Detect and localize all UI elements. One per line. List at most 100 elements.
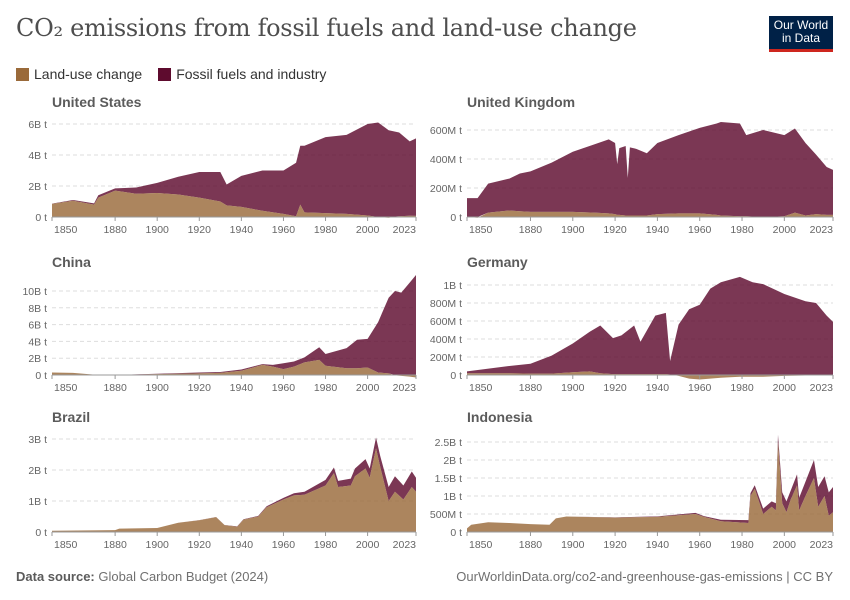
y-tick-label: 200M t	[430, 183, 462, 195]
panel-title: Brazil	[52, 409, 90, 425]
x-tick-label: 1960	[688, 224, 712, 236]
area-land-use-change[interactable]	[52, 359, 416, 378]
y-tick-label: 0 t	[450, 527, 462, 539]
x-tick-label: 1940	[230, 382, 254, 394]
panel-svg: United States 0 t 2B t 4B t 6B t 1850 1880 1900…	[28, 94, 417, 236]
x-tick-label: 1940	[230, 224, 254, 236]
x-tick-label: 1850	[469, 539, 493, 551]
x-tick-label: 1900	[146, 224, 170, 236]
y-tick-label: 600M t	[430, 316, 462, 328]
panel-svg: Brazil 0 t 1B t 2B t 3B t 1850 1880 1900 1920 194…	[28, 409, 417, 551]
x-tick-label: 1980	[314, 382, 338, 394]
data-source: Data source: Global Carbon Budget (2024)	[16, 569, 268, 584]
x-tick-label: 1960	[272, 382, 296, 394]
area-fossil-fuels[interactable]	[467, 122, 833, 217]
x-tick-label: 1880	[519, 382, 543, 394]
x-tick-label: 1960	[272, 224, 296, 236]
x-tick-label: 1940	[646, 382, 670, 394]
y-tick-label: 1B t	[28, 496, 47, 508]
x-tick-label: 1850	[54, 382, 78, 394]
y-tick-label: 2B t	[28, 353, 47, 365]
legend-item-fossil[interactable]: Fossil fuels and industry	[158, 66, 326, 82]
x-tick-label: 1920	[603, 382, 627, 394]
area-fossil-fuels[interactable]	[52, 437, 416, 531]
legend-swatch-land-use	[16, 67, 29, 81]
x-tick-label: 1880	[103, 224, 127, 236]
panel-united-kingdom: United Kingdom 0 t 200M t 400M t 600M t 1850 1…	[425, 90, 850, 245]
x-tick-label: 1900	[561, 224, 585, 236]
y-tick-label: 2B t	[28, 181, 47, 193]
legend-item-land-use[interactable]: Land-use change	[16, 66, 142, 82]
x-tick-label: 1850	[469, 224, 493, 236]
panel-svg: United Kingdom 0 t 200M t 400M t 600M t 1850 1…	[430, 94, 834, 236]
chart-title: CO₂ emissions from fossil fuels and land…	[16, 14, 637, 42]
x-tick-label: 1960	[688, 539, 712, 551]
area-land-use-change[interactable]	[52, 448, 416, 532]
panel-united-states: United States 0 t 2B t 4B t 6B t 1850 1880 1900…	[0, 90, 425, 245]
x-tick-label: 1900	[561, 539, 585, 551]
y-tick-label: 4B t	[28, 150, 47, 162]
panel-title: Germany	[467, 254, 528, 270]
panel-china: China 0 t 2B t 4B t 6B t 8B t 10B t 1850 1880 190…	[0, 250, 425, 405]
x-tick-label: 2023	[810, 382, 834, 394]
x-tick-label: 1980	[314, 539, 338, 551]
y-tick-label: 800M t	[430, 298, 462, 310]
x-tick-label: 1880	[519, 224, 543, 236]
x-tick-label: 2023	[393, 382, 417, 394]
legend-swatch-fossil	[158, 67, 172, 81]
x-tick-label: 1900	[146, 382, 170, 394]
y-tick-label: 2B t	[443, 455, 462, 467]
y-tick-label: 2B t	[28, 465, 47, 477]
panel-title: United States	[52, 94, 142, 110]
x-tick-label: 1880	[103, 382, 127, 394]
y-tick-label: 1B t	[443, 280, 462, 292]
legend-label: Fossil fuels and industry	[176, 66, 327, 82]
x-tick-label: 2000	[773, 224, 797, 236]
source-url[interactable]: OurWorldinData.org/co2-and-greenhouse-ga…	[456, 569, 833, 584]
y-tick-label: 8B t	[28, 303, 47, 315]
area-land-use-change[interactable]	[467, 371, 833, 380]
x-tick-label: 2023	[810, 539, 834, 551]
x-tick-label: 1920	[603, 224, 627, 236]
x-tick-label: 1980	[314, 224, 338, 236]
x-tick-label: 1900	[561, 382, 585, 394]
x-tick-label: 1920	[188, 224, 212, 236]
x-tick-label: 1920	[603, 539, 627, 551]
y-tick-label: 500M t	[430, 509, 462, 521]
panel-svg: China 0 t 2B t 4B t 6B t 8B t 10B t 1850 1880 190…	[22, 254, 417, 394]
y-tick-label: 600M t	[430, 125, 462, 137]
x-tick-label: 1960	[272, 539, 296, 551]
source-text[interactable]: Global Carbon Budget (2024)	[98, 569, 269, 584]
area-fossil-fuels[interactable]	[52, 275, 416, 375]
panel-svg: Indonesia 0 t 500M t 1B t 1.5B t 2B t 2.5B t 18…	[430, 409, 834, 551]
y-tick-label: 0 t	[450, 370, 462, 382]
x-tick-label: 1920	[188, 539, 212, 551]
y-tick-label: 0 t	[35, 212, 47, 224]
x-tick-label: 2023	[393, 224, 417, 236]
x-tick-label: 1850	[54, 539, 78, 551]
x-tick-label: 1960	[688, 382, 712, 394]
y-tick-label: 10B t	[22, 286, 47, 298]
area-fossil-fuels[interactable]	[467, 276, 833, 375]
area-land-use-change[interactable]	[467, 210, 833, 218]
y-tick-label: 6B t	[28, 320, 47, 332]
source-label: Data source:	[16, 569, 95, 584]
area-fossil-fuels[interactable]	[52, 122, 416, 217]
x-tick-label: 1880	[103, 539, 127, 551]
y-tick-label: 2.5B t	[435, 437, 463, 449]
area-land-use-change[interactable]	[52, 190, 416, 218]
panel-title: United Kingdom	[467, 94, 575, 110]
y-tick-label: 0 t	[35, 370, 47, 382]
owid-logo[interactable]: Our World in Data	[769, 16, 833, 52]
panel-title: China	[52, 254, 91, 270]
x-tick-label: 1980	[730, 382, 754, 394]
y-tick-label: 6B t	[28, 119, 47, 131]
x-tick-label: 2000	[356, 224, 380, 236]
area-land-use-change[interactable]	[467, 442, 833, 532]
x-tick-label: 1940	[230, 539, 254, 551]
y-tick-label: 1B t	[443, 491, 462, 503]
panel-svg: Germany 0 t 200M t 400M t 600M t 800M t 1B t 18…	[430, 254, 834, 394]
y-tick-label: 3B t	[28, 434, 47, 446]
x-tick-label: 2000	[356, 382, 380, 394]
